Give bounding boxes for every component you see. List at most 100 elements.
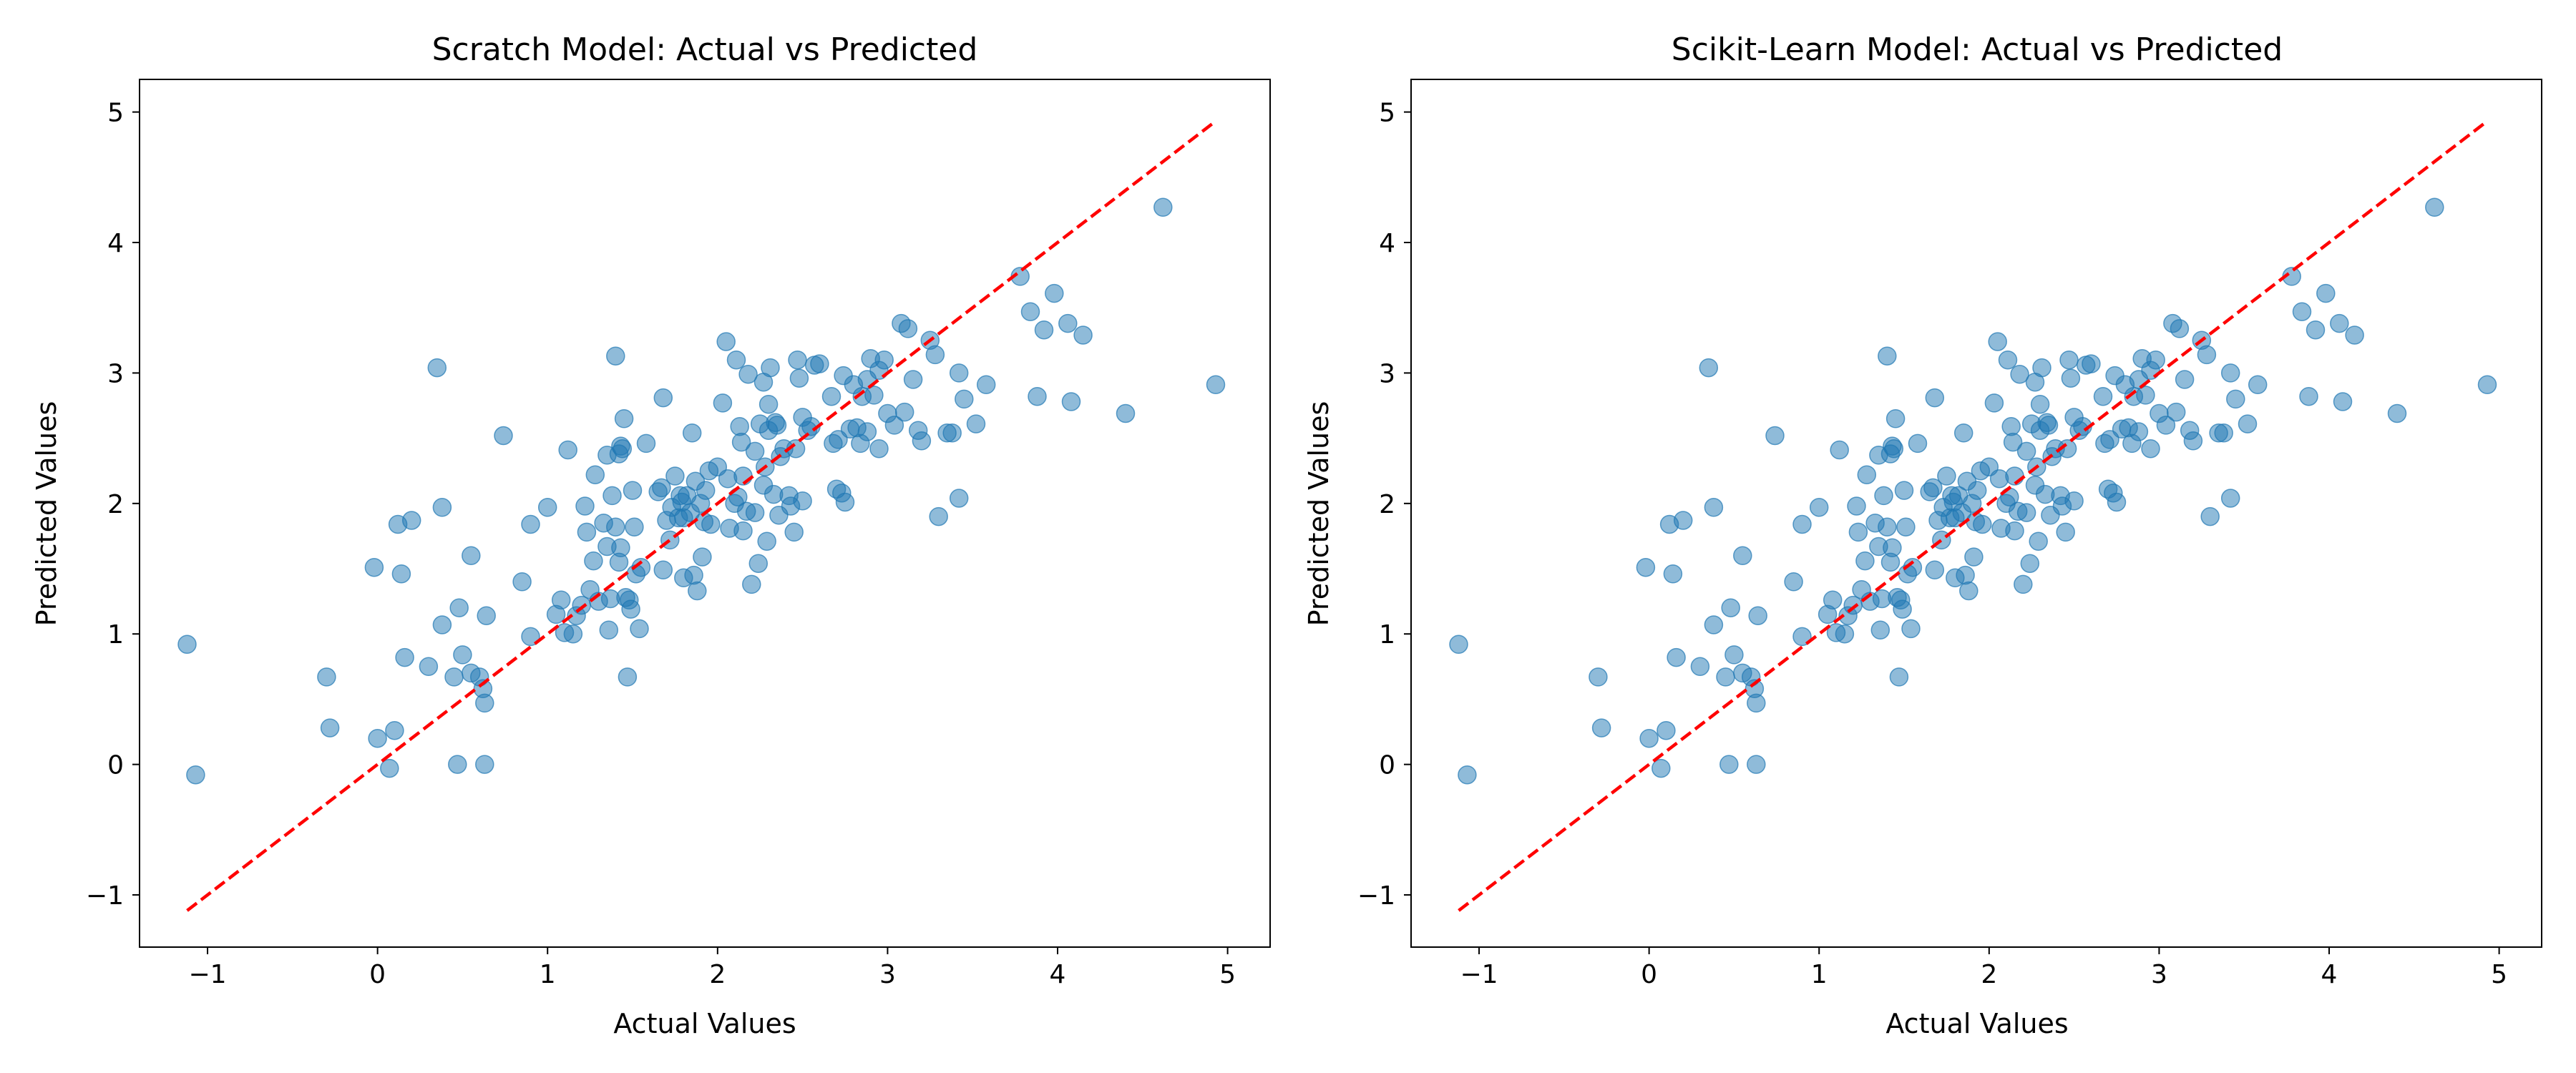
y-axis-label: Predicted Values xyxy=(31,401,62,627)
data-point xyxy=(2156,416,2176,435)
data-point xyxy=(684,565,703,585)
data-point xyxy=(716,332,736,351)
data-point xyxy=(1699,358,1719,378)
data-point xyxy=(903,370,923,389)
data-point xyxy=(1973,514,1992,534)
x-tick-label: 1 xyxy=(540,960,556,989)
data-point xyxy=(894,402,914,422)
data-point xyxy=(1765,426,1785,446)
data-point xyxy=(784,522,804,542)
data-point xyxy=(584,551,603,571)
data-point xyxy=(745,441,765,461)
data-point xyxy=(2003,432,2023,452)
data-point xyxy=(652,478,671,498)
data-point xyxy=(623,481,643,500)
data-point xyxy=(1956,565,1975,585)
data-point xyxy=(1792,514,1812,534)
data-point xyxy=(512,572,532,592)
data-point xyxy=(1883,538,1902,558)
data-point xyxy=(1636,557,1656,577)
data-point xyxy=(1959,581,1979,601)
x-tick-label: 3 xyxy=(2151,960,2167,989)
scatter-series xyxy=(177,197,1226,785)
data-point xyxy=(789,368,809,388)
data-point xyxy=(494,426,513,446)
data-point xyxy=(2061,368,2081,388)
plot-area: −1 0 1 2 3 4 5 −1 0 1 2 3 4 5 xyxy=(1357,79,2542,989)
y-tick-label: −1 xyxy=(86,881,124,911)
data-point xyxy=(1704,498,1724,517)
data-point xyxy=(2039,416,2059,435)
data-point xyxy=(1716,667,1735,687)
data-point xyxy=(1748,606,1767,625)
data-point xyxy=(2175,370,2195,389)
data-point xyxy=(2020,554,2040,573)
x-tick-label: 1 xyxy=(1811,960,1828,989)
data-point xyxy=(1889,667,1909,687)
data-point xyxy=(2014,574,2033,594)
chart-title: Scikit-Learn Model: Actual vs Predicted xyxy=(1672,31,2283,68)
data-point xyxy=(1878,346,1897,366)
x-tick-label: 2 xyxy=(1981,960,1997,989)
y-tick-label: 5 xyxy=(107,99,124,128)
data-point xyxy=(696,481,716,500)
data-point xyxy=(2316,283,2336,303)
y-tick-label: 1 xyxy=(1379,620,1395,650)
data-point xyxy=(1908,433,1928,454)
data-point xyxy=(1925,388,1945,408)
data-point xyxy=(653,560,673,580)
data-point xyxy=(613,438,633,459)
data-point xyxy=(2001,416,2021,436)
data-point xyxy=(1747,755,1766,774)
x-tick-label: 5 xyxy=(2491,960,2507,989)
data-point xyxy=(614,409,634,428)
data-point xyxy=(317,667,336,687)
data-point xyxy=(1028,386,1047,406)
y-tick-label: 2 xyxy=(107,490,124,519)
x-tick-label: 4 xyxy=(2321,960,2338,989)
x-tick-label: 3 xyxy=(879,960,896,989)
data-point xyxy=(432,498,452,517)
data-point xyxy=(942,423,962,443)
data-point xyxy=(636,433,656,454)
data-point xyxy=(1034,320,1054,340)
data-point xyxy=(177,635,197,655)
data-point xyxy=(1657,720,1676,740)
data-point xyxy=(955,389,974,409)
data-point xyxy=(2129,422,2149,441)
data-point xyxy=(929,506,948,526)
data-point xyxy=(585,465,605,484)
data-point xyxy=(2220,363,2240,383)
data-point xyxy=(925,345,945,365)
data-point xyxy=(1823,590,1843,610)
data-point xyxy=(1449,635,1468,655)
data-point xyxy=(2214,423,2233,443)
data-point xyxy=(2016,441,2036,461)
data-point xyxy=(621,599,640,619)
data-point xyxy=(606,517,625,536)
data-point xyxy=(2064,491,2084,511)
data-point xyxy=(912,431,932,451)
data-point xyxy=(1073,325,1093,345)
data-point xyxy=(1690,657,1710,677)
data-point xyxy=(2238,414,2258,433)
y-tick-label: 0 xyxy=(1379,751,1395,780)
x-tick-label: −1 xyxy=(1460,960,1498,989)
data-point xyxy=(2200,506,2220,526)
data-point xyxy=(2387,403,2407,423)
data-point xyxy=(391,564,411,584)
data-point xyxy=(1116,403,1136,423)
data-point xyxy=(1848,522,1868,542)
data-point xyxy=(730,416,749,436)
data-point xyxy=(1988,332,2007,351)
data-point xyxy=(606,346,625,366)
data-point xyxy=(1792,627,1812,647)
y-tick-label: 1 xyxy=(107,620,124,650)
data-point xyxy=(2005,521,2024,541)
data-point xyxy=(630,619,649,639)
data-point xyxy=(1885,409,1906,428)
data-point xyxy=(1153,197,1173,217)
data-point xyxy=(665,466,685,486)
data-point xyxy=(1591,718,1611,738)
